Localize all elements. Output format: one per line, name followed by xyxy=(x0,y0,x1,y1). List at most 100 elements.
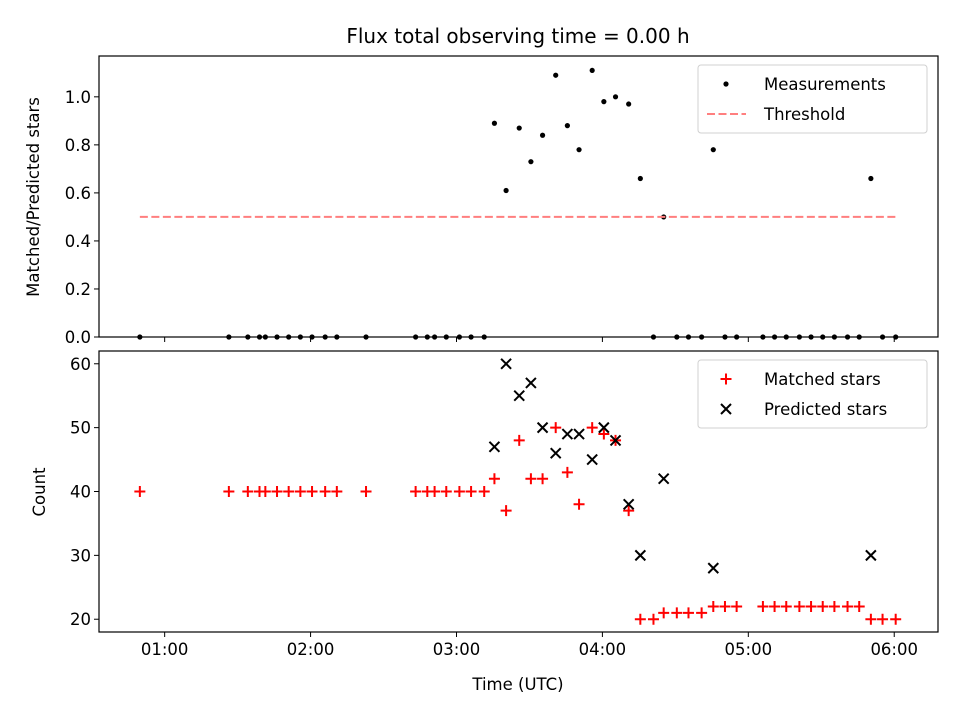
matched-star-point xyxy=(598,428,610,440)
matched-star-point xyxy=(537,473,549,485)
matched-star-point xyxy=(259,486,271,497)
predicted-star-point xyxy=(488,441,501,453)
top-legend-box xyxy=(697,64,928,134)
top-legend-swatch xyxy=(723,81,729,87)
matched-star-point xyxy=(769,600,781,612)
matched-star-point xyxy=(805,600,817,612)
matched-star-point xyxy=(586,422,598,434)
measurement-point xyxy=(553,72,559,78)
predicted-star-point xyxy=(561,428,574,440)
matched-star-point xyxy=(319,486,331,497)
matched-star-point xyxy=(561,466,573,478)
matched-star-point xyxy=(707,600,719,612)
matched-star-point xyxy=(757,600,769,612)
top-ytick-label: 0.0 xyxy=(65,328,91,347)
measurement-point xyxy=(589,67,595,74)
matched-star-point xyxy=(134,486,146,497)
bottom-ytick-label: 30 xyxy=(70,546,91,565)
bottom-xtick-label: 02:00 xyxy=(287,640,335,659)
measurement-point xyxy=(503,187,509,194)
matched-star-point xyxy=(793,600,805,612)
matched-star-point xyxy=(453,486,465,497)
matched-star-point xyxy=(478,486,490,497)
matched-star-point xyxy=(877,613,889,625)
bottom-xtick-label: 04:00 xyxy=(579,640,627,659)
matched-star-point xyxy=(573,498,585,510)
matched-star-point xyxy=(242,486,254,497)
matched-star-point xyxy=(780,600,792,612)
matched-star-point xyxy=(429,486,441,497)
top-legend-label: Measurements xyxy=(764,75,886,94)
measurement-point xyxy=(516,125,522,131)
measurement-point xyxy=(539,132,546,138)
matched-star-point xyxy=(294,486,306,497)
predicted-star-point xyxy=(609,434,622,447)
matched-star-point xyxy=(465,486,477,497)
bottom-panel: 20 30 40 50 60 01:00 02:00 03:00 04:00 05:00 06:00… xyxy=(70,350,939,659)
matched-star-point xyxy=(623,505,635,517)
measurement-point xyxy=(710,147,716,153)
predicted-star-point xyxy=(525,377,537,389)
bottom-xtick-label: 05:00 xyxy=(725,640,773,659)
matched-star-point xyxy=(817,600,829,612)
measurement-point xyxy=(528,159,534,165)
measurement-point xyxy=(612,94,619,100)
predicted-star-point xyxy=(513,389,525,402)
bottom-legend-box xyxy=(697,359,928,429)
bottom-xtick-label: 01:00 xyxy=(141,640,189,659)
matched-star-point xyxy=(440,486,452,497)
bottom-ytick-label: 20 xyxy=(70,610,91,629)
matched-star-point xyxy=(306,486,318,497)
bottom-legend-swatch xyxy=(720,403,732,415)
matched-star-point xyxy=(853,600,865,612)
measurement-point xyxy=(868,175,874,182)
bottom-series-matched-stars xyxy=(134,422,902,625)
top-ytick-label: 0.8 xyxy=(65,136,91,155)
matched-star-point xyxy=(865,613,877,625)
predicted-star-point xyxy=(500,358,512,370)
bottom-axes-frame xyxy=(98,350,939,633)
predicted-star-point xyxy=(573,428,585,440)
predicted-star-point xyxy=(536,421,549,434)
top-ytick-label: 1.0 xyxy=(65,88,91,107)
top-axes-frame xyxy=(98,55,939,338)
predicted-star-point xyxy=(586,453,598,466)
bottom-xtick-label: 03:00 xyxy=(433,640,481,659)
bottom-series-predicted-stars xyxy=(488,358,877,574)
matched-star-point xyxy=(550,422,562,434)
predicted-star-point xyxy=(634,549,647,562)
bottom-ytick-label: 60 xyxy=(70,355,91,374)
bottom-ytick-label: 40 xyxy=(70,483,91,502)
matched-star-point xyxy=(634,613,646,625)
matched-star-point xyxy=(223,486,235,497)
matched-star-point xyxy=(331,486,343,497)
measurement-point xyxy=(576,147,582,153)
matched-star-point xyxy=(500,505,512,517)
matched-star-point xyxy=(828,600,840,612)
predicted-star-point xyxy=(550,447,562,459)
matched-star-point xyxy=(658,607,670,619)
predicted-star-point xyxy=(865,549,877,562)
measurement-point xyxy=(626,101,632,107)
bottom-legend: Matched stars Predicted stars xyxy=(697,359,928,429)
top-ytick-label: 0.4 xyxy=(65,232,91,251)
matched-star-point xyxy=(360,486,372,497)
matched-star-point xyxy=(410,486,422,497)
matched-star-point xyxy=(513,434,525,446)
predicted-star-point xyxy=(622,498,635,510)
matched-star-point xyxy=(525,473,537,485)
top-panel: 0.0 0.2 0.4 0.6 0.8 1.0 Measurements Threshold xyxy=(65,55,939,347)
matched-star-point xyxy=(682,607,694,619)
bottom-legend-swatch xyxy=(720,373,732,385)
matched-star-point xyxy=(671,607,683,619)
bottom-legend-label: Matched stars xyxy=(764,370,881,389)
bottom-xtick-label: 06:00 xyxy=(870,640,918,659)
matched-star-point xyxy=(890,613,902,625)
matched-star-point xyxy=(647,613,659,625)
measurement-point xyxy=(564,123,570,129)
chart-title: Flux total observing time = 0.00 h xyxy=(346,24,689,48)
matched-star-point xyxy=(283,486,295,497)
measurement-point xyxy=(601,99,607,105)
top-legend: Measurements Threshold xyxy=(697,64,928,134)
matched-star-point xyxy=(842,600,854,612)
